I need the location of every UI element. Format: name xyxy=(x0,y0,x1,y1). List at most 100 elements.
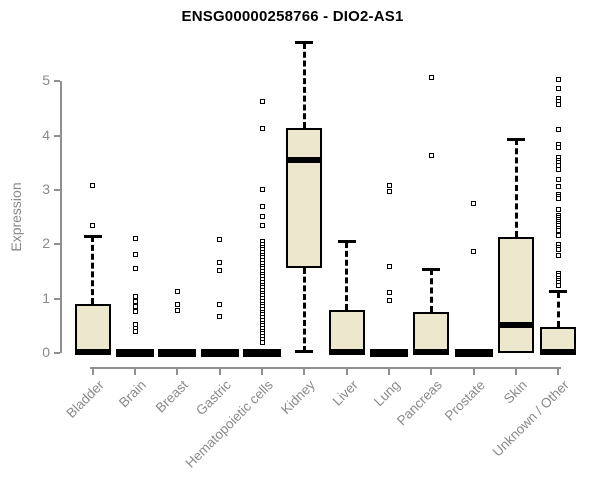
box-iqr xyxy=(286,128,323,269)
chart-title: ENSG00000258766 - DIO2-AS1 xyxy=(181,8,404,25)
y-axis-tick xyxy=(54,189,60,191)
whisker-line-lower xyxy=(302,268,306,352)
outlier-point xyxy=(555,247,561,253)
whisker-cap-upper xyxy=(422,267,441,271)
outlier-point xyxy=(259,339,265,345)
x-axis-tick xyxy=(472,369,475,375)
outlier-point xyxy=(555,127,561,133)
outlier-point xyxy=(428,153,434,159)
outlier-point xyxy=(386,298,392,304)
outlier-point xyxy=(555,176,561,182)
box-iqr xyxy=(328,309,365,353)
whisker-cap-upper xyxy=(507,137,525,141)
outlier-point xyxy=(471,200,477,206)
whisker-line-upper xyxy=(514,139,518,238)
y-tick-label: 0 xyxy=(42,344,50,360)
median-line xyxy=(413,348,450,355)
box-iqr xyxy=(74,303,111,353)
x-axis-tick xyxy=(388,369,390,375)
outlier-point xyxy=(555,252,561,258)
x-axis-tick xyxy=(345,369,348,375)
outlier-point xyxy=(217,314,223,320)
x-axis-tick xyxy=(515,369,517,375)
whisker-cap-upper xyxy=(549,290,568,294)
outlier-point xyxy=(259,99,265,105)
outlier-point xyxy=(555,145,561,151)
outlier-point xyxy=(555,167,561,173)
x-axis-tick xyxy=(176,369,179,375)
whisker-cap-upper xyxy=(295,41,314,45)
outlier-point xyxy=(386,264,392,270)
x-axis-tick xyxy=(557,369,560,375)
outlier-point xyxy=(555,206,561,212)
median-line xyxy=(498,322,534,329)
outlier-point xyxy=(132,298,138,304)
outlier-point xyxy=(90,182,96,188)
outlier-point xyxy=(217,237,223,243)
outlier-point xyxy=(555,195,561,201)
outlier-point xyxy=(555,227,561,233)
outlier-point xyxy=(132,251,138,257)
collapsed-box xyxy=(370,349,408,357)
outlier-point xyxy=(259,186,265,192)
collapsed-box xyxy=(158,349,197,357)
outlier-point xyxy=(386,289,392,295)
outlier-point xyxy=(471,248,477,254)
whisker-cap-lower xyxy=(295,350,314,354)
x-axis-line xyxy=(89,367,562,369)
x-axis-tick xyxy=(430,369,433,375)
x-axis-tick xyxy=(218,369,221,375)
y-tick-label: 5 xyxy=(42,72,50,89)
outlier-point xyxy=(555,76,561,82)
outlier-point xyxy=(174,289,180,295)
y-axis-tick xyxy=(54,134,60,137)
y-axis-tick xyxy=(54,297,60,300)
x-axis-tick xyxy=(303,369,306,375)
median-line xyxy=(540,348,577,355)
outlier-point xyxy=(259,223,265,229)
y-axis-tick xyxy=(54,80,60,83)
outlier-point xyxy=(555,184,561,190)
y-tick-label: 4 xyxy=(42,126,50,143)
outlier-point xyxy=(555,102,561,108)
y-tick-label: 3 xyxy=(42,181,50,197)
outlier-point xyxy=(555,282,561,288)
collapsed-box xyxy=(454,349,493,357)
y-axis-tick xyxy=(54,243,60,246)
outlier-point xyxy=(132,309,138,315)
collapsed-box xyxy=(200,349,239,357)
outlier-point xyxy=(386,182,392,188)
outlier-point xyxy=(132,304,138,310)
outlier-point xyxy=(132,329,138,335)
outlier-point xyxy=(132,235,138,241)
outlier-point xyxy=(132,293,138,299)
outlier-point xyxy=(428,74,434,80)
whisker-line-upper xyxy=(91,236,95,304)
outlier-point xyxy=(555,86,561,92)
outlier-point xyxy=(217,301,223,307)
x-axis-tick xyxy=(134,369,137,375)
outlier-point xyxy=(386,189,392,195)
whisker-line-upper xyxy=(302,42,306,129)
y-tick-label: 1 xyxy=(42,289,50,306)
outlier-point xyxy=(555,162,561,168)
y-axis-tick xyxy=(54,352,60,354)
median-line xyxy=(74,348,111,355)
outlier-point xyxy=(259,126,265,132)
whisker-cap-upper xyxy=(83,234,102,238)
outlier-point xyxy=(132,266,138,272)
outlier-point xyxy=(555,232,561,238)
collapsed-box xyxy=(116,349,155,357)
collapsed-box xyxy=(243,349,282,357)
box-iqr xyxy=(413,311,450,353)
outlier-point xyxy=(259,204,265,210)
outlier-point xyxy=(217,260,223,266)
outlier-point xyxy=(174,302,180,308)
whisker-line-upper xyxy=(429,269,433,312)
whisker-line-upper xyxy=(345,241,349,310)
whisker-cap-upper xyxy=(337,240,356,244)
box-iqr xyxy=(498,237,534,353)
median-line xyxy=(328,348,365,355)
y-axis-line xyxy=(60,81,62,353)
